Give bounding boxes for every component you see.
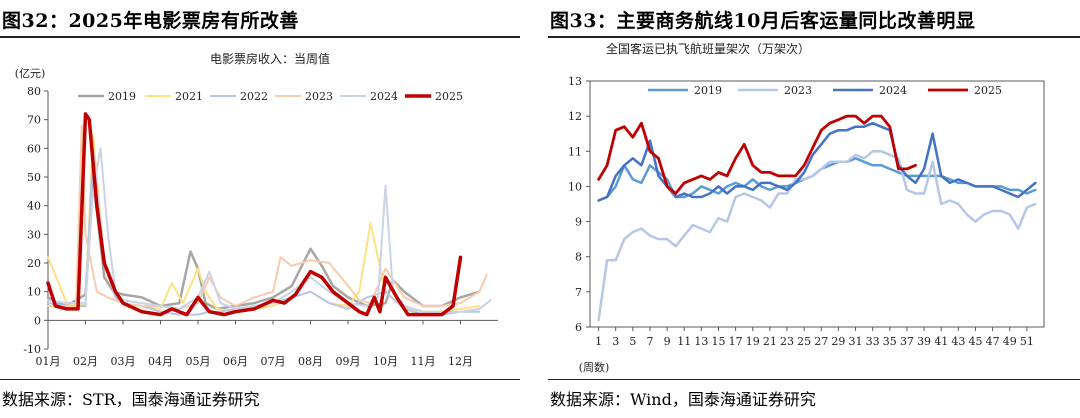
legend-item-2022: 2022 [210, 90, 268, 103]
x-tick-label: 05月 [186, 355, 211, 368]
legend-item-2025: 2025 [928, 84, 1002, 97]
x-tick-label: 37 [900, 335, 914, 348]
y-tick-label: 60 [27, 142, 41, 155]
left-title-rule [0, 36, 520, 38]
x-tick-label: 39 [917, 335, 931, 348]
right-figure-panel: 图33：主要商务航线10月后客运量同比改善明显 全国客运已执飞航班量架次（万架次… [548, 0, 1080, 418]
legend-label: 2023 [305, 90, 333, 103]
x-tick-label: 15 [711, 335, 725, 348]
y-tick-label: 20 [27, 257, 41, 270]
y-tick-label: 7 [575, 286, 582, 299]
y-tick-label: 30 [27, 228, 41, 241]
series-line-2023 [597, 150, 1037, 322]
x-tick-label: 13 [694, 335, 708, 348]
x-tick-label: 49 [1003, 335, 1017, 348]
legend-item-2023: 2023 [275, 90, 333, 103]
legend-item-2023: 2023 [738, 84, 812, 97]
left-figure-panel: 图32：2025年电影票房有所改善 电影票房收入：当周值 (亿元) -10 0 10 20… [0, 0, 520, 418]
left-figure-title: 图32：2025年电影票房有所改善 [2, 10, 299, 32]
x-tick-label: 7 [646, 335, 653, 348]
x-tick-label: 43 [951, 335, 965, 348]
legend-item-2025: 2025 [405, 90, 463, 103]
y-tick-label: 10 [568, 180, 582, 193]
x-tick-label: 27 [814, 335, 828, 348]
x-tick-label: 45 [968, 335, 982, 348]
x-tick-label: 04月 [148, 355, 173, 368]
x-tick-label: 12月 [448, 355, 473, 368]
x-tick-label: 31 [849, 335, 863, 348]
plot-frame [589, 80, 1045, 328]
x-tick-label: 33 [866, 335, 880, 348]
y-tick-label: 0 [34, 314, 41, 327]
chart-title: 全国客运已执飞航班量架次（万架次） [606, 41, 810, 56]
x-tick-label: 3 [612, 335, 619, 348]
right-source-note: 数据来源：Wind，国泰海通证券研究 [550, 390, 816, 409]
legend-label: 2024 [370, 90, 398, 103]
x-tick-label: 9 [664, 335, 671, 348]
x-tick-label: 41 [934, 335, 948, 348]
x-tick-label: 19 [746, 335, 760, 348]
x-tick-label: 03月 [111, 355, 136, 368]
left-source-note: 数据来源：STR，国泰海通证券研究 [2, 390, 260, 409]
x-tick-label: 02月 [73, 355, 98, 368]
y-tick-label: 9 [575, 216, 582, 229]
x-tick-label: 11月 [411, 355, 436, 368]
legend-item-2021: 2021 [145, 90, 203, 103]
right-title-rule [548, 36, 1080, 38]
y-tick-label: 80 [27, 85, 41, 98]
y-tick-label: 12 [568, 110, 582, 123]
x-tick-label: 25 [797, 335, 811, 348]
series-line-2024 [597, 121, 1037, 202]
series-line-2022 [47, 147, 481, 316]
right-figure-title: 图33：主要商务航线10月后客运量同比改善明显 [550, 10, 976, 32]
y-tick-label: 13 [568, 75, 582, 88]
legend-label: 2023 [784, 84, 812, 97]
x-tick-label: 10月 [373, 355, 398, 368]
right-source-rule [548, 379, 1080, 380]
legend-item-2019: 2019 [648, 84, 722, 97]
x-axis-label: (周数) [579, 361, 610, 374]
y-tick-label: -10 [23, 343, 41, 356]
left-source-rule [0, 379, 520, 380]
x-tick-label: 09月 [336, 355, 361, 368]
x-tick-label: 29 [831, 335, 845, 348]
legend-label: 2025 [974, 84, 1002, 97]
legend-label: 2024 [879, 84, 907, 97]
y-axis-label: (亿元) [15, 67, 46, 80]
box-office-chart: 电影票房收入：当周值 (亿元) -10 0 10 20 30 40 50 60 70 80 01月 02月… [15, 51, 498, 368]
legend-label: 2019 [108, 90, 136, 103]
legend-label: 2019 [694, 84, 722, 97]
x-tick-label: 08月 [298, 355, 323, 368]
chart-title: 电影票房收入：当周值 [210, 51, 330, 66]
legend-label: 2021 [175, 90, 203, 103]
x-tick-label: 11 [677, 335, 691, 348]
y-tick-label: 40 [27, 200, 41, 213]
x-tick-label: 07月 [261, 355, 286, 368]
y-tick-label: 6 [575, 321, 582, 334]
x-tick-label: 23 [780, 335, 794, 348]
x-tick-label: 01月 [36, 355, 61, 368]
legend-item-2019: 2019 [78, 90, 136, 103]
legend-label: 2025 [435, 90, 463, 103]
x-tick-label: 06月 [223, 355, 248, 368]
series-line-2025 [46, 112, 463, 317]
series-line-2023 [47, 124, 488, 310]
y-tick-label: 8 [575, 251, 582, 264]
legend-item-2024: 2024 [833, 84, 907, 97]
x-tick-label: 51 [1020, 335, 1034, 348]
legend-item-2024: 2024 [340, 90, 398, 103]
y-tick-label: 11 [568, 145, 582, 158]
x-tick-label: 17 [729, 335, 743, 348]
y-tick-label: 10 [27, 286, 41, 299]
legend-label: 2022 [240, 90, 268, 103]
x-tick-label: 47 [986, 335, 1000, 348]
series-line-2025 [597, 114, 917, 195]
x-tick-label: 5 [629, 335, 636, 348]
x-tick-label: 21 [763, 335, 777, 348]
y-tick-label: 70 [27, 114, 41, 127]
x-tick-label: 35 [883, 335, 897, 348]
x-tick-label: 1 [595, 335, 602, 348]
y-tick-label: 50 [27, 171, 41, 184]
